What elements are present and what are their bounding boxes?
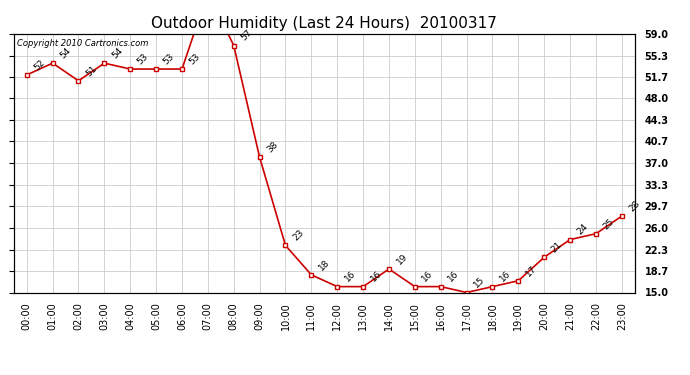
Text: 23: 23: [291, 228, 306, 243]
Text: 24: 24: [575, 222, 590, 237]
Text: 21: 21: [550, 240, 564, 255]
Text: 52: 52: [32, 58, 47, 72]
Text: 57: 57: [239, 28, 254, 43]
Text: 51: 51: [84, 63, 99, 78]
Text: 16: 16: [343, 269, 357, 284]
Text: 16: 16: [420, 269, 435, 284]
Text: 19: 19: [395, 252, 409, 266]
Text: 18: 18: [317, 258, 331, 272]
Text: 28: 28: [627, 199, 642, 213]
Text: 17: 17: [524, 264, 538, 278]
Text: 16: 16: [446, 269, 461, 284]
Text: 16: 16: [368, 269, 383, 284]
Text: 53: 53: [136, 52, 150, 66]
Text: 15: 15: [472, 275, 486, 290]
Text: 66: 66: [0, 374, 1, 375]
Text: 53: 53: [161, 52, 176, 66]
Text: 25: 25: [602, 216, 616, 231]
Text: 54: 54: [110, 46, 124, 60]
Text: 16: 16: [498, 269, 513, 284]
Text: 53: 53: [188, 52, 202, 66]
Text: 38: 38: [265, 140, 279, 154]
Title: Outdoor Humidity (Last 24 Hours)  20100317: Outdoor Humidity (Last 24 Hours) 2010031…: [151, 16, 497, 31]
Text: Copyright 2010 Cartronics.com: Copyright 2010 Cartronics.com: [17, 39, 148, 48]
Text: 54: 54: [58, 46, 72, 60]
